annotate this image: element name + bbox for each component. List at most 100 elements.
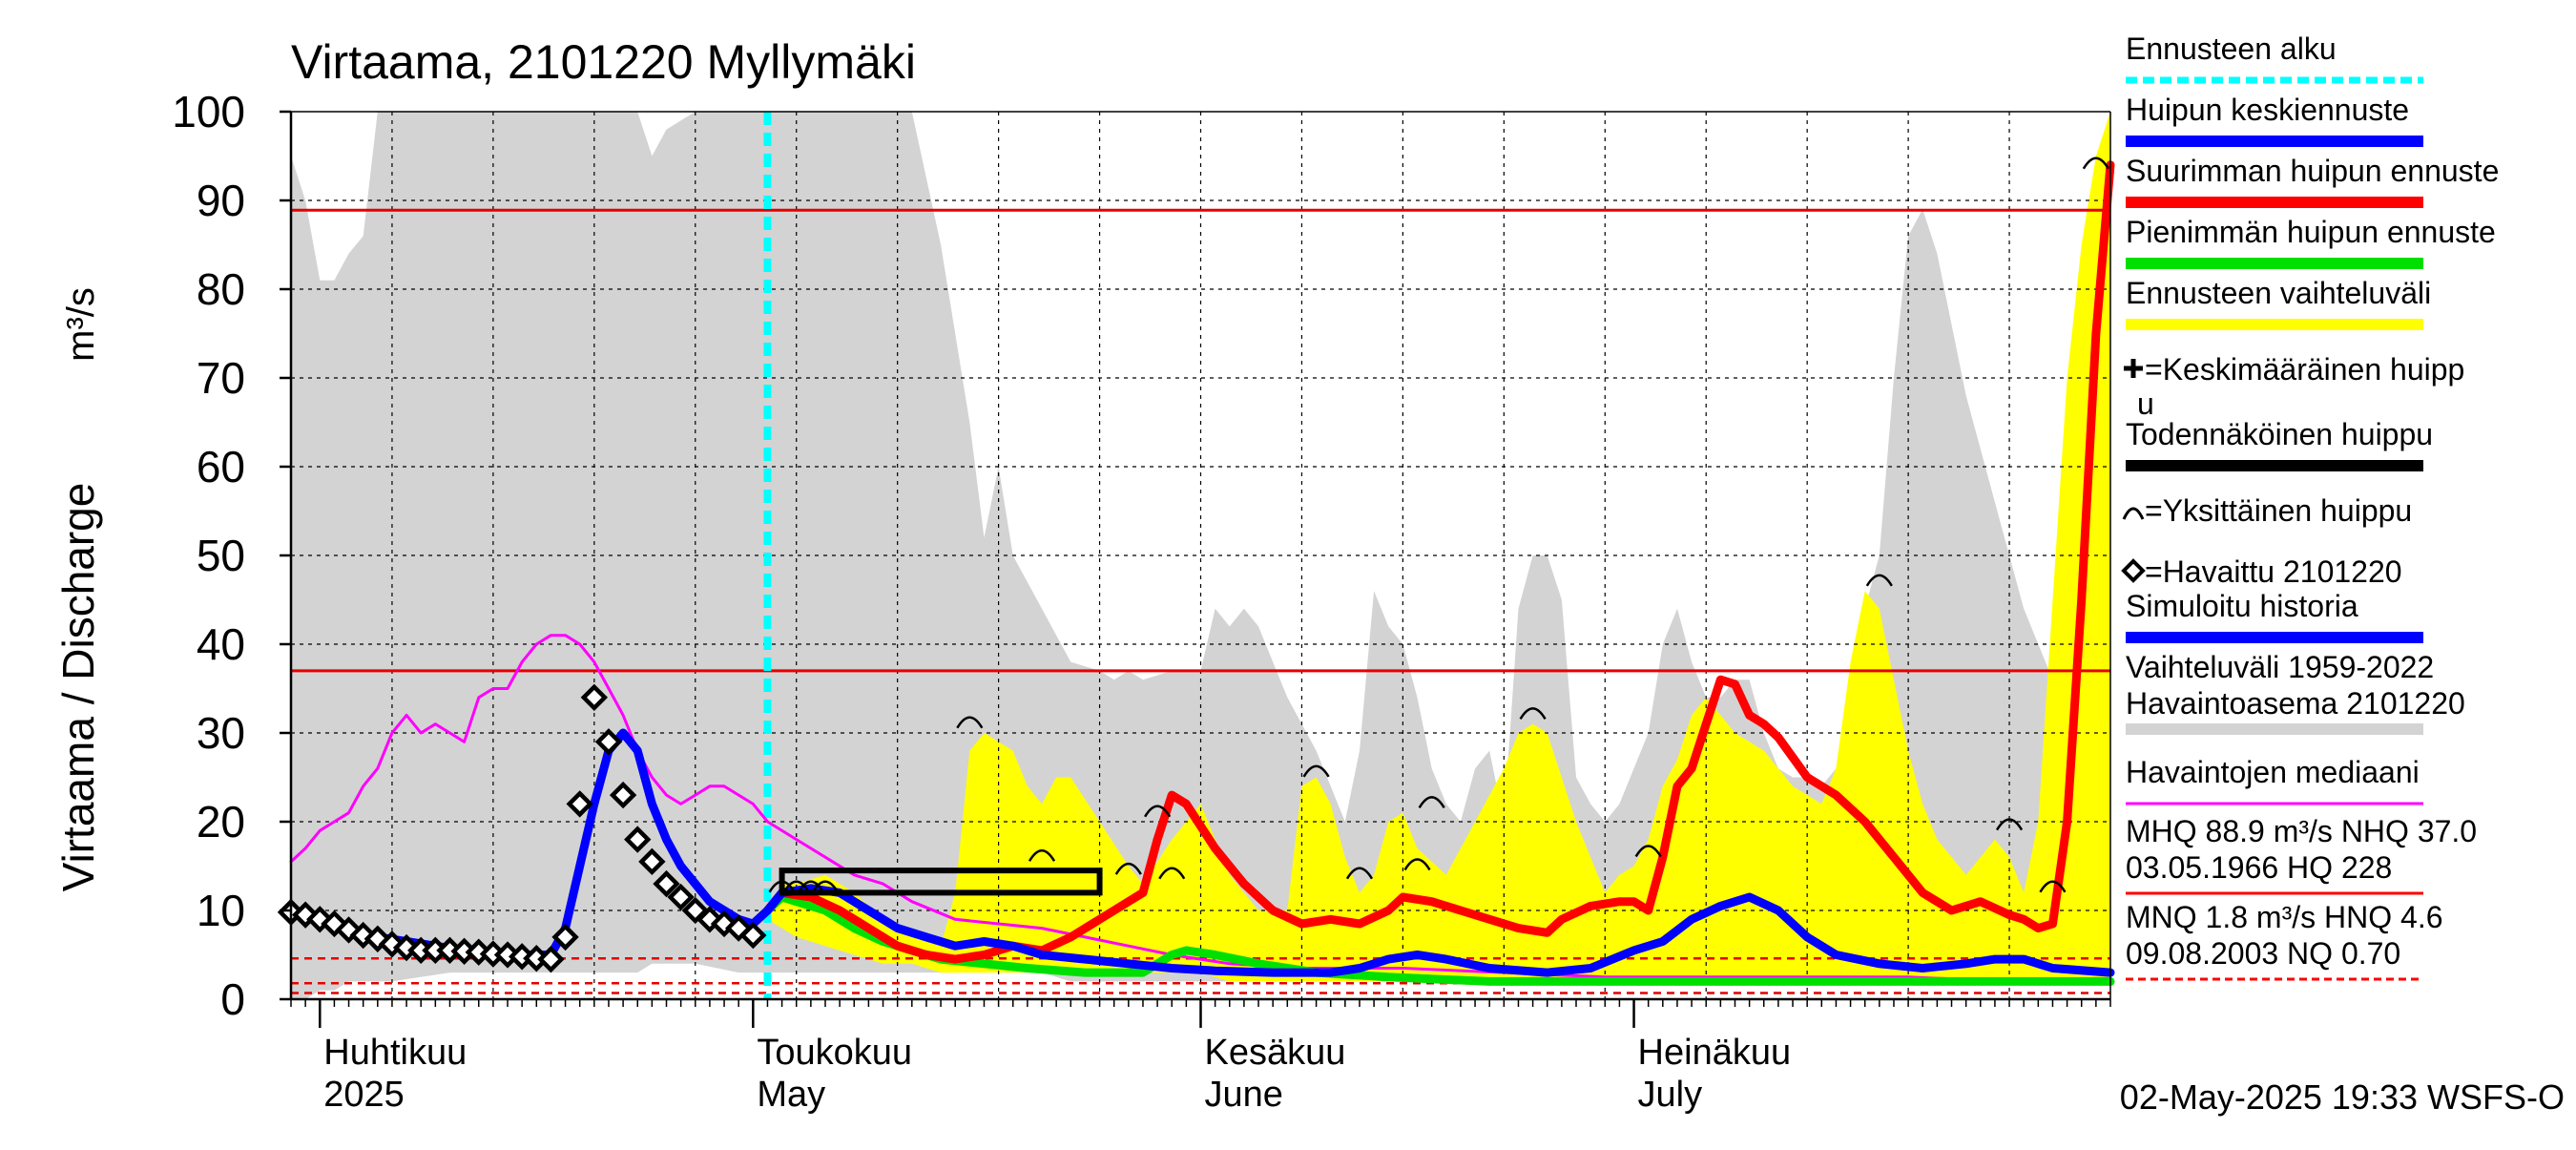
legend-label: Huipun keskiennuste: [2126, 93, 2409, 127]
single-peak-marker: [797, 880, 824, 893]
legend-item: Havaintojen mediaani: [2126, 755, 2423, 805]
legend-diamond-icon: [2121, 558, 2146, 583]
y-tick-label: 90: [197, 176, 245, 225]
historical-range-band: [291, 112, 2110, 999]
y-axis-unit: m³/s: [60, 287, 102, 362]
x-month-label-en: 2025: [323, 1075, 405, 1115]
single-peak-marker: [956, 716, 984, 729]
legend-item: Huipun keskiennuste: [2126, 93, 2423, 147]
footer-timestamp: 02-May-2025 19:33 WSFS-O: [2120, 1077, 2565, 1117]
single-peak-marker: [1114, 862, 1142, 875]
legend-item: Simuloitu historia: [2126, 589, 2423, 643]
legend-item: MNQ 1.8 m³/s HNQ 4.609.08.2003 NQ 0.70: [2126, 900, 2443, 981]
observed-point: [306, 906, 334, 933]
forecast-range-band: [767, 112, 2110, 982]
observed-point: [739, 921, 767, 950]
single-peak-marker: [782, 880, 810, 893]
legend-item: =Yksittäinen huippu: [2122, 493, 2412, 528]
legend-label: Ennusteen vaihteluväli: [2126, 276, 2431, 310]
series-pienimmän-huipun-ennuste: [763, 892, 2115, 986]
legend-item: MHQ 88.9 m³/s NHQ 37.003.05.1966 HQ 228: [2126, 814, 2477, 895]
observed-point: [667, 883, 695, 911]
observed-point: [725, 914, 753, 942]
x-month-label: Huhtikuu: [323, 1033, 467, 1073]
legend-item: Vaihteluväli 1959-2022 Havaintoasema 210…: [2126, 650, 2465, 735]
legend-item: Suurimman huipun ennuste: [2126, 154, 2499, 208]
y-tick-label: 80: [197, 264, 245, 314]
x-month-label: Heinäkuu: [1638, 1033, 1792, 1073]
legend-label: Suurimman huipun ennuste: [2126, 154, 2499, 188]
single-peak-marker: [1028, 848, 1056, 862]
single-peak-marker: [1418, 796, 1445, 809]
single-peak-marker: [1403, 858, 1431, 871]
observed-point: [638, 847, 666, 876]
legend-label: =Yksittäinen huippu: [2145, 493, 2412, 528]
single-peak-marker: [768, 880, 796, 893]
legend-item: Ennusteen vaihteluväli: [2126, 276, 2431, 330]
markers-layer: [277, 157, 2109, 973]
series-havaintojen-mediaani: [289, 634, 2112, 983]
forecast-range-layer: [767, 112, 2110, 982]
legend-label: MNQ 1.8 m³/s HNQ 4.6: [2126, 900, 2443, 934]
grid-layer: [291, 112, 2110, 999]
y-tick-label: 0: [220, 974, 245, 1024]
y-axis-label: Virtaama / Discharge: [53, 483, 103, 892]
legend-plus-icon: [2124, 359, 2143, 378]
legend-label: =Keskimääräinen huipp: [2145, 352, 2464, 387]
observed-point: [551, 923, 579, 951]
observed-point: [681, 896, 709, 925]
legend-arc-icon: [2122, 507, 2145, 520]
legend-label: Pienimmän huipun ennuste: [2126, 215, 2496, 249]
single-peak-marker: [2082, 157, 2109, 170]
observed-point: [537, 945, 565, 973]
observed-point: [566, 790, 593, 818]
observed-point: [653, 869, 680, 898]
single-peak-marker: [811, 880, 840, 893]
legend-item: Ennusteen alku: [2126, 31, 2423, 84]
single-peak-marker: [1158, 867, 1186, 880]
observed-point: [594, 728, 623, 756]
observed-point: [580, 683, 609, 711]
single-peak-marker: [1995, 818, 2024, 831]
legend-item: Todennäköinen huippu: [2126, 417, 2433, 471]
single-peak-marker: [1634, 845, 1662, 858]
y-tick-label: 70: [197, 353, 245, 403]
chart-title: Virtaama, 2101220 Myllymäki: [291, 35, 916, 89]
legend-label: Todennäköinen huippu: [2126, 417, 2433, 451]
legend-layer: Ennusteen alku Huipun keskiennuste Suurimm…: [2121, 31, 2499, 981]
legend-label: Ennusteen alku: [2126, 31, 2337, 66]
legend-item: Pienimmän huipun ennuste: [2126, 215, 2496, 269]
y-tick-label: 50: [197, 531, 245, 580]
legend-label-2: Havaintoasema 2101220: [2126, 686, 2465, 721]
x-month-label: Toukokuu: [757, 1033, 912, 1073]
observed-point: [335, 916, 363, 944]
legend-label: Vaihteluväli 1959-2022: [2126, 650, 2434, 684]
y-tick-label: 40: [197, 619, 245, 669]
single-peak-marker: [1519, 707, 1547, 721]
y-tick-label: 30: [197, 708, 245, 758]
y-tick-label: 100: [172, 87, 245, 136]
x-month-label: Kesäkuu: [1205, 1033, 1346, 1073]
legend-label: MHQ 88.9 m³/s NHQ 37.0: [2126, 814, 2477, 848]
x-month-label-en: May: [757, 1075, 825, 1115]
observed-point: [364, 925, 391, 952]
legend-label: =Havaittu 2101220: [2145, 554, 2402, 589]
legend-label-2: 03.05.1966 HQ 228: [2126, 850, 2392, 885]
observed-point: [696, 906, 724, 933]
x-month-label-en: July: [1638, 1075, 1703, 1115]
legend-item: =Havaittu 2101220: [2121, 554, 2402, 589]
x-month-label-en: June: [1205, 1075, 1283, 1115]
legend-item: =Keskimääräinen huippu: [2124, 352, 2464, 421]
observed-point: [291, 901, 320, 929]
single-peak-marker: [1144, 805, 1172, 818]
legend-label-2: u: [2137, 387, 2154, 421]
single-peak-marker: [1865, 574, 1893, 587]
y-tick-label: 10: [197, 886, 245, 935]
single-peak-marker: [1302, 764, 1330, 778]
legend-label-2: 09.08.2003 NQ 0.70: [2126, 936, 2400, 971]
y-tick-label: 60: [197, 442, 245, 491]
series-huipun-keskiennuste: [763, 884, 2115, 977]
